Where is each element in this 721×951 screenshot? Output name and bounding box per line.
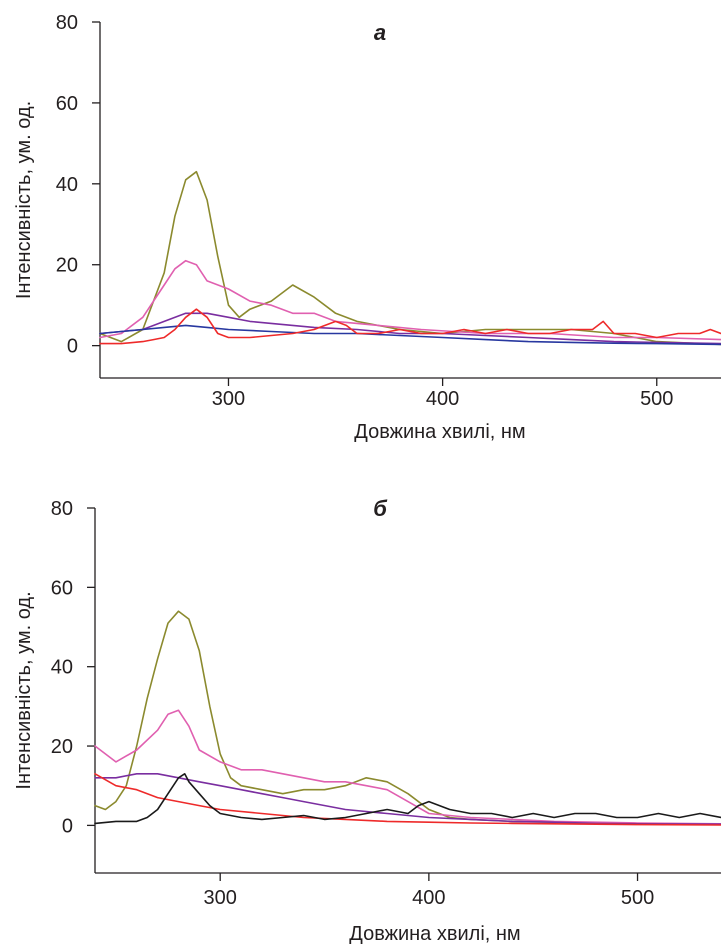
y-axis-title: Інтенсивність, ум. од. [13, 591, 35, 789]
y-tick-label: 20 [51, 736, 73, 758]
y-tick-label: 20 [56, 255, 78, 277]
series-line-1 [94, 610, 721, 826]
series-line-2 [94, 709, 721, 825]
series-line-3 [94, 772, 721, 826]
x-tick-label: 400 [412, 887, 445, 909]
y-tick-label: 0 [67, 336, 78, 358]
x-tick-label: 500 [640, 388, 673, 410]
y-tick-label: 40 [51, 657, 73, 679]
y-tick-label: 60 [56, 93, 78, 115]
x-tick-label: 300 [212, 388, 245, 410]
panel-label: б [373, 496, 388, 521]
series-line-3 [99, 312, 721, 345]
x-axis-title: Довжина хвилі, нм [354, 421, 525, 443]
series-line-2 [99, 259, 721, 341]
x-tick-label: 500 [621, 887, 654, 909]
series-line-4 [94, 772, 721, 826]
chart-panel-1: 0 20 40 60 80 300 400 500 Довжина хвилі, нм Інтен… [13, 12, 721, 443]
y-tick-label: 80 [51, 498, 73, 520]
x-tick-label: 300 [204, 887, 237, 909]
x-tick-label: 400 [426, 388, 459, 410]
chart-panel-2: 0 20 40 60 80 300 400 500 Довжина хвилі, нм Інтен… [13, 496, 721, 945]
y-tick-label: 0 [62, 815, 73, 837]
series-line-4 [99, 324, 721, 346]
y-tick-label: 40 [56, 174, 78, 196]
y-axis-title: Інтенсивність, ум. од. [13, 101, 35, 299]
y-tick-label: 60 [51, 577, 73, 599]
series-line-5 [99, 308, 721, 345]
series-line-5 [94, 772, 721, 825]
series-line-1 [99, 170, 721, 346]
panel-label: а [374, 20, 386, 45]
x-axis-title: Довжина хвилі, нм [349, 923, 520, 945]
y-tick-label: 80 [56, 12, 78, 34]
